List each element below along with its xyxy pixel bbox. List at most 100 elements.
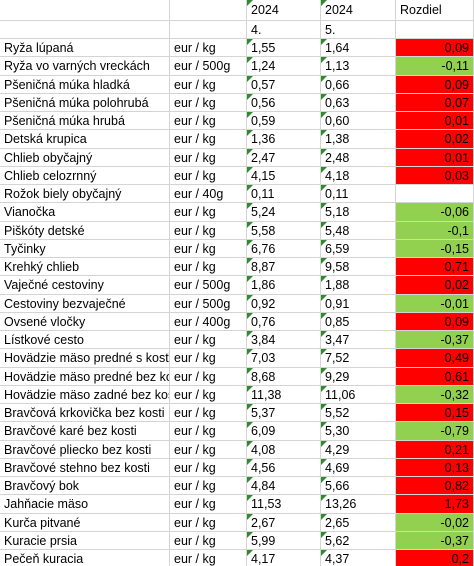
comment-marker: [247, 550, 253, 556]
price: 0,85: [321, 312, 396, 331]
price: 5,58: [247, 221, 321, 240]
price: 0,60: [321, 112, 396, 131]
difference: 0,2: [396, 550, 474, 566]
comment-marker: [247, 458, 253, 465]
price: 5,18: [321, 203, 396, 222]
unit: eur / 400g: [170, 312, 247, 331]
difference: 0,71: [396, 258, 474, 277]
comment-marker: [321, 130, 327, 137]
comment-marker: [321, 0, 327, 6]
difference: -0,37: [396, 531, 474, 550]
price: 11,06: [321, 385, 396, 404]
price: 4,29: [321, 440, 396, 459]
year-header: 2024: [321, 0, 396, 21]
unit: eur / kg: [170, 130, 247, 149]
price: 8,68: [247, 367, 321, 386]
price: 6,09: [247, 422, 321, 441]
comment-marker: [321, 75, 327, 82]
difference: -0,11: [396, 57, 474, 76]
difference: 0,07: [396, 93, 474, 112]
comment-marker: [247, 258, 253, 264]
month-header: 5.: [321, 21, 396, 39]
comment-marker: [321, 385, 327, 392]
item-name: Hovädzie mäso predné bez kosti: [0, 367, 170, 386]
difference: 0,61: [396, 367, 474, 386]
comment-marker: [321, 112, 327, 118]
difference: 0,01: [396, 112, 474, 131]
comment-marker: [247, 495, 253, 502]
price: 6,59: [321, 239, 396, 258]
difference: 0,02: [396, 130, 474, 149]
item-name: Chlieb obyčajný: [0, 148, 170, 167]
unit: eur / kg: [170, 458, 247, 477]
comment-marker: [321, 367, 327, 374]
price: 9,58: [321, 258, 396, 277]
comment-marker: [247, 39, 253, 45]
item-name: Kuracie prsia: [0, 531, 170, 550]
price: 0,92: [247, 294, 321, 313]
comment-marker: [247, 531, 253, 538]
item-name: Rožok biely obyčajný: [0, 185, 170, 204]
comment-marker: [247, 513, 253, 520]
comment-marker: [321, 495, 327, 502]
price: 0,57: [247, 75, 321, 94]
difference: [396, 185, 474, 204]
comment-marker: [247, 93, 253, 100]
comment-marker: [247, 294, 253, 301]
price: 0,59: [247, 112, 321, 131]
price: 4,37: [321, 550, 396, 566]
difference: 0,13: [396, 458, 474, 477]
comment-marker: [321, 294, 327, 301]
unit: eur / 500g: [170, 57, 247, 76]
difference: 0,82: [396, 477, 474, 496]
unit: eur / kg: [170, 258, 247, 277]
price: 3,47: [321, 331, 396, 350]
price: 1,86: [247, 276, 321, 295]
comment-marker: [247, 112, 253, 118]
item-name: Ryža lúpaná: [0, 39, 170, 58]
comment-marker: [247, 349, 253, 356]
comment-marker: [247, 221, 253, 228]
price: 6,76: [247, 239, 321, 258]
unit: eur / kg: [170, 221, 247, 240]
unit: eur / kg: [170, 422, 247, 441]
item-name: Piškóty detské: [0, 221, 170, 240]
item-name: Kurča pitvané: [0, 513, 170, 532]
comment-marker: [321, 550, 327, 556]
empty-cell: [396, 21, 474, 39]
unit: eur / kg: [170, 39, 247, 58]
price: 1,64: [321, 39, 396, 58]
price: 4,56: [247, 458, 321, 477]
item-name: Pšeničná múka polohrubá: [0, 93, 170, 112]
difference: 0,49: [396, 349, 474, 368]
price: 4,08: [247, 440, 321, 459]
item-name: Pšeničná múka hladká: [0, 75, 170, 94]
empty-cell: [0, 21, 170, 39]
month-header: 4.: [247, 21, 321, 39]
difference: 0,09: [396, 75, 474, 94]
price: 1,55: [247, 39, 321, 58]
price: 5,99: [247, 531, 321, 550]
comment-marker: [247, 312, 253, 319]
comment-marker: [247, 148, 253, 155]
unit: eur / kg: [170, 112, 247, 131]
difference: 1,73: [396, 495, 474, 514]
price: 1,38: [321, 130, 396, 149]
unit: eur / kg: [170, 148, 247, 167]
comment-marker: [321, 39, 327, 45]
unit: eur / 500g: [170, 276, 247, 295]
empty-cell: [170, 21, 247, 39]
unit: eur / kg: [170, 331, 247, 350]
comment-marker: [247, 57, 253, 64]
item-name: Lístkové cesto: [0, 331, 170, 350]
difference: -0,06: [396, 203, 474, 222]
price: 5,24: [247, 203, 321, 222]
difference: 0,01: [396, 148, 474, 167]
difference: -0,15: [396, 239, 474, 258]
comment-marker: [321, 185, 327, 191]
item-name: Tyčinky: [0, 239, 170, 258]
comment-marker: [247, 203, 253, 210]
unit: eur / kg: [170, 93, 247, 112]
price: 1,24: [247, 57, 321, 76]
comment-marker: [321, 312, 327, 319]
